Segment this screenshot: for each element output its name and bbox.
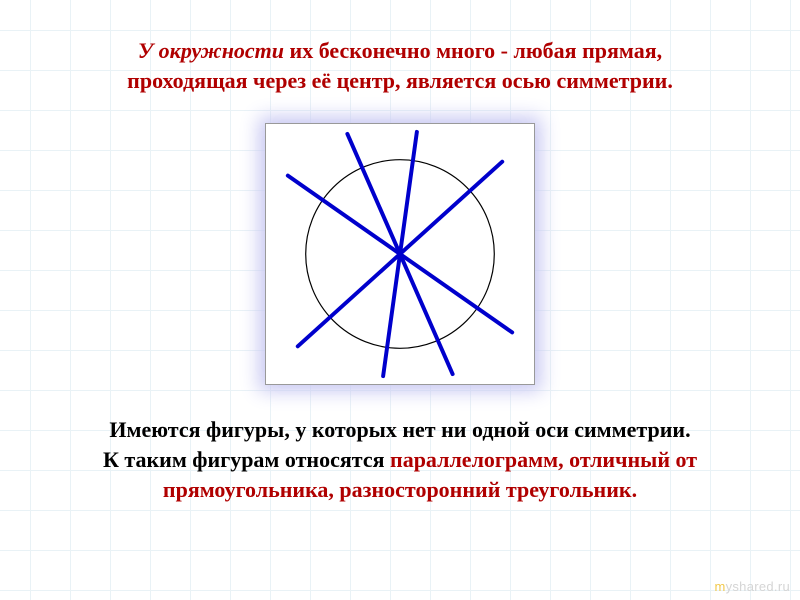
slide-content: У окружности их бесконечно много - любая…	[0, 0, 800, 600]
bottom-line2-black: К таким фигурам относятся	[103, 447, 390, 472]
watermark: myshared.ru	[714, 579, 790, 594]
watermark-m: m	[714, 579, 725, 594]
bottom-line2-red: параллелограмм, отличный от	[390, 447, 697, 472]
watermark-rest: yshared.ru	[726, 579, 790, 594]
top-emphasis: У окружности	[138, 38, 284, 63]
top-rest1: их бесконечно много - любая прямая,	[284, 38, 662, 63]
bottom-paragraph: Имеются фигуры, у которых нет ни одной о…	[103, 415, 697, 504]
circle-diagram-svg	[266, 123, 534, 385]
circle-symmetry-figure	[265, 123, 535, 385]
bottom-line3-red: прямоугольника, разносторонний треугольн…	[163, 477, 637, 502]
bottom-line1: Имеются фигуры, у которых нет ни одной о…	[109, 417, 690, 442]
top-line2: проходящая через её центр, является осью…	[127, 68, 673, 93]
top-paragraph: У окружности их бесконечно много - любая…	[127, 36, 673, 95]
